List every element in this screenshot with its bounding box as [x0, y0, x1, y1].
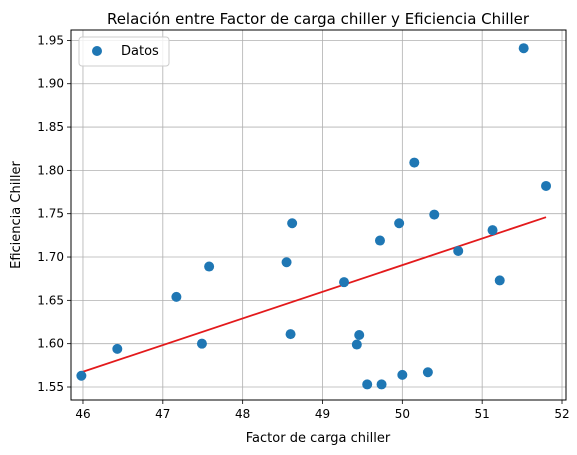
- data-point: [541, 180, 552, 191]
- regression-line-group: [81, 216, 547, 374]
- x-tick-label: 52: [554, 407, 569, 421]
- data-point: [429, 209, 440, 220]
- data-point: [374, 235, 385, 246]
- y-tick-label: 1.80: [37, 163, 64, 177]
- grid: [71, 30, 566, 400]
- data-point: [487, 225, 498, 236]
- legend-marker: [92, 46, 102, 56]
- data-point: [171, 291, 182, 302]
- x-axis-ticks: 46 47 48 49 50 51 52: [75, 400, 570, 421]
- data-point: [376, 379, 387, 390]
- x-tick-label: 46: [75, 407, 90, 421]
- data-point: [409, 157, 420, 168]
- x-tick-label: 49: [315, 407, 330, 421]
- y-tick-label: 1.60: [37, 337, 64, 351]
- data-point: [422, 367, 433, 378]
- legend-box: [78, 36, 170, 67]
- y-tick-label: 1.75: [37, 207, 64, 221]
- y-tick-label: 1.85: [37, 120, 64, 134]
- y-tick-label: 1.55: [37, 380, 64, 394]
- data-point: [394, 218, 405, 229]
- data-point: [287, 218, 298, 229]
- data-point: [354, 330, 365, 341]
- x-axis-label: Factor de carga chiller: [246, 431, 391, 446]
- y-tick-label: 1.90: [37, 77, 64, 91]
- legend-label-datos: Datos: [121, 44, 159, 59]
- y-tick-label: 1.95: [37, 33, 64, 47]
- x-tick-label: 50: [395, 407, 410, 421]
- data-point: [204, 261, 215, 272]
- y-tick-label: 1.65: [37, 293, 64, 307]
- x-tick-label: 51: [475, 407, 490, 421]
- legend: Datos: [78, 36, 170, 67]
- data-point: [112, 343, 123, 354]
- data-point: [76, 370, 87, 381]
- data-point: [351, 339, 362, 350]
- y-axis-ticks: 1.55 1.60 1.65 1.70 1.75 1.80 1.85 1.90 1.95: [37, 33, 71, 394]
- plot-frame: [70, 29, 567, 401]
- x-tick-label: 48: [235, 407, 250, 421]
- data-point: [453, 245, 464, 256]
- x-tick-label: 47: [155, 407, 170, 421]
- data-point: [285, 329, 296, 340]
- data-point: [494, 275, 505, 286]
- data-point: [281, 257, 292, 268]
- data-point: [397, 369, 408, 380]
- data-point: [362, 379, 373, 390]
- data-point: [339, 277, 350, 288]
- data-point: [196, 338, 207, 349]
- regression-line: [81, 216, 547, 374]
- data-point: [518, 43, 529, 54]
- chart-title: Relación entre Factor de carga chiller y…: [107, 10, 530, 28]
- data-points: [76, 43, 552, 390]
- y-axis-label: Eficiencia Chiller: [9, 160, 24, 268]
- y-tick-label: 1.70: [37, 250, 64, 264]
